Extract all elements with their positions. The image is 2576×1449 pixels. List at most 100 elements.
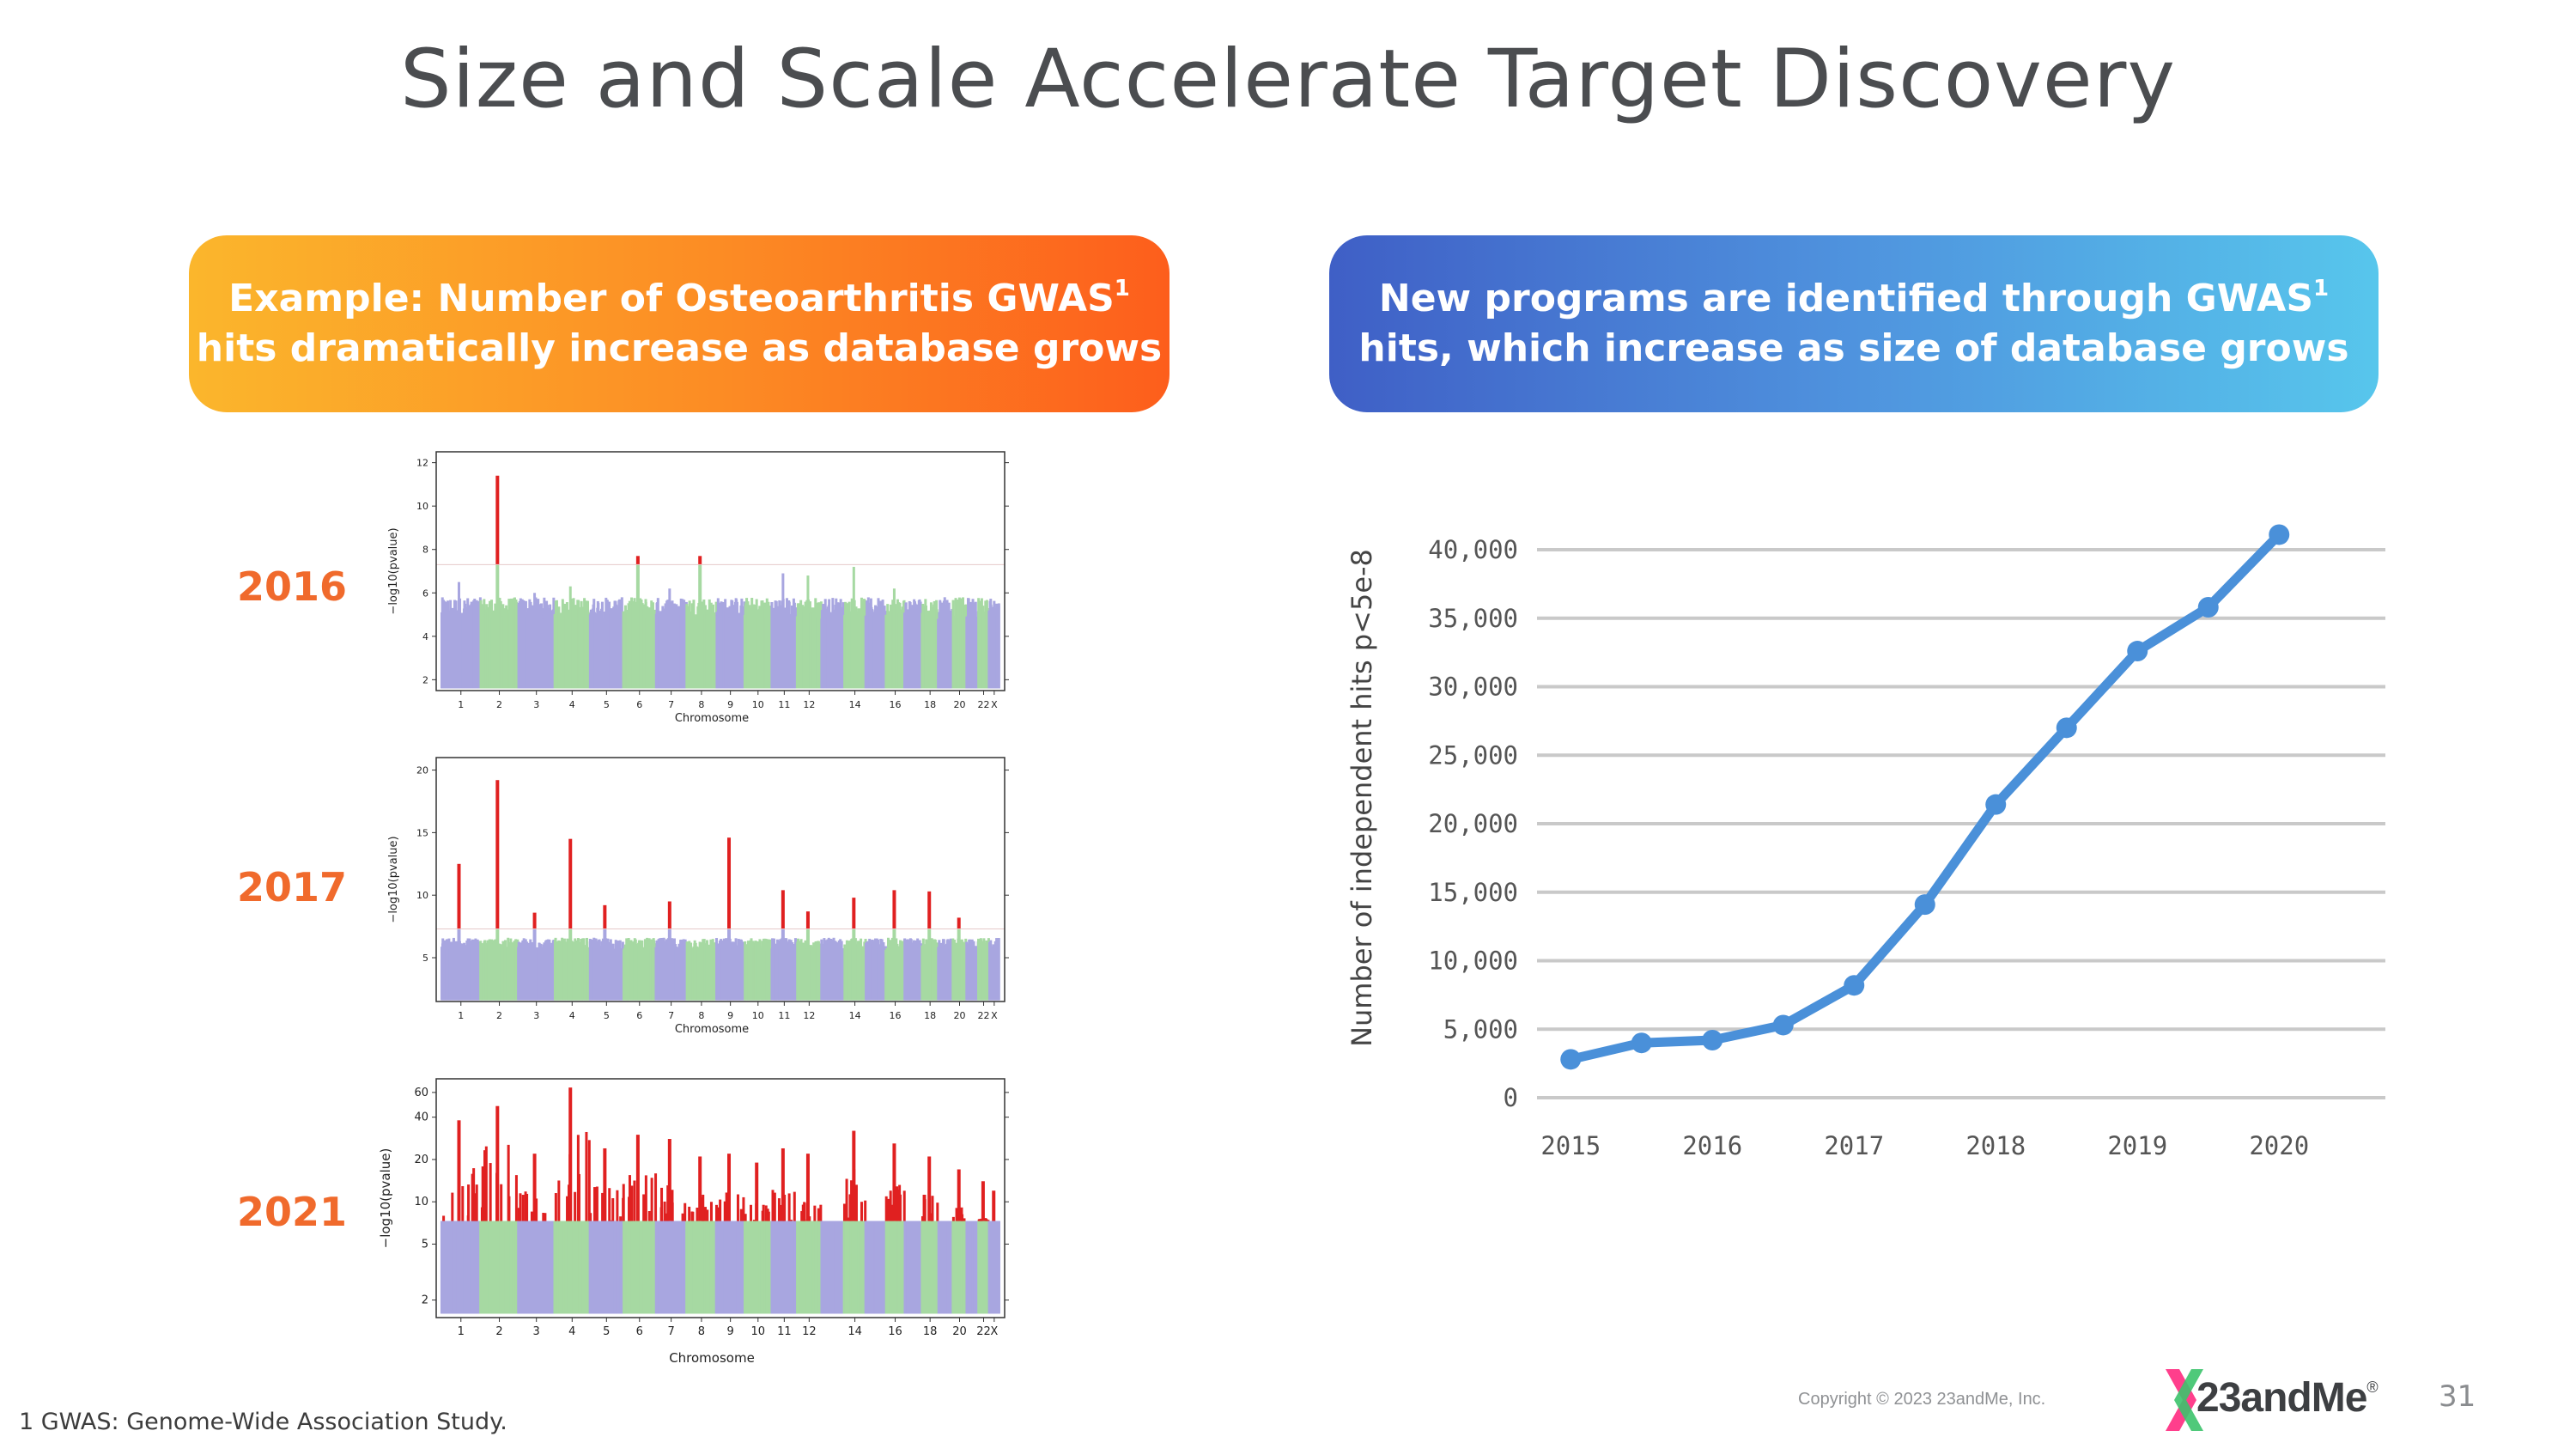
manhattan-point — [860, 1202, 863, 1221]
manhattan-point — [779, 1204, 782, 1221]
manhattan-point — [532, 1154, 537, 1221]
manhattan-point — [611, 1198, 615, 1221]
manhattan-point — [698, 556, 702, 565]
hits-series-line — [1565, 529, 2284, 1064]
manhattan-point — [514, 1175, 518, 1221]
manhattan-point — [566, 1196, 569, 1221]
manhattan-point — [777, 1198, 781, 1221]
manhattan-point — [650, 1178, 653, 1221]
manhattan-point — [489, 1163, 492, 1221]
x-tick-label: 16 — [888, 1325, 902, 1338]
y-tick-label: 0 — [1504, 1083, 1518, 1112]
manhattan-point — [750, 1204, 753, 1221]
banner-right-line2: hits, which increase as size of database… — [1358, 326, 2349, 370]
manhattan-point — [457, 1221, 461, 1314]
manhattan-point — [787, 1193, 791, 1221]
manhattan-point — [927, 1221, 932, 1314]
x-tick-label: 12 — [802, 1325, 817, 1338]
manhattan-point — [726, 1196, 730, 1221]
x-axis-label: Chromosome — [675, 712, 749, 725]
manhattan-point — [723, 1201, 726, 1221]
manhattan-point — [644, 1175, 647, 1221]
manhattan-point — [923, 1194, 927, 1221]
osteoarthritis-banner: Example: Number of Osteoarthritis GWAS1 … — [189, 235, 1170, 412]
manhattan-point — [665, 1213, 669, 1221]
x-tick-label: 10 — [752, 699, 764, 710]
manhattan-point — [642, 1194, 646, 1221]
manhattan-point — [806, 575, 810, 689]
manhattan-point — [668, 588, 671, 689]
x-tick-label: 22 — [978, 1010, 990, 1021]
manhattan-point — [635, 1221, 640, 1314]
manhattan-point — [524, 1191, 527, 1221]
manhattan-point — [783, 1194, 787, 1221]
y-axis-label: −log10(pvalue) — [387, 836, 400, 922]
manhattan-point — [852, 898, 856, 929]
manhattan-point — [755, 1203, 758, 1221]
x-tick-label: 7 — [667, 1325, 674, 1338]
x-tick-label: 1 — [458, 699, 464, 710]
hits-data-point — [1985, 794, 2007, 815]
manhattan-point — [936, 1202, 939, 1221]
hits-data-point — [1702, 1030, 1723, 1051]
manhattan-point — [987, 1220, 990, 1221]
y-tick-label: 4 — [422, 631, 428, 642]
x-tick-label: 3 — [533, 1010, 539, 1021]
manhattan-point — [461, 1185, 465, 1221]
manhattan-point — [892, 890, 896, 929]
manhattan-point — [715, 1204, 719, 1221]
x-tick-label: 5 — [603, 1325, 610, 1338]
y-tick-label: 5 — [422, 953, 428, 964]
manhattan-point — [892, 1208, 896, 1221]
manhattan-point — [635, 556, 640, 565]
x-tick-label: 1 — [458, 1325, 465, 1338]
manhattan-point — [805, 928, 810, 1001]
manhattan-point — [813, 1205, 817, 1221]
x-tick-label: 2019 — [2107, 1131, 2167, 1160]
y-tick-label: 60 — [414, 1087, 428, 1099]
manhattan-point — [500, 1184, 503, 1221]
manhattan-point — [457, 928, 461, 1001]
manhattan-point — [495, 475, 500, 565]
y-tick-label: 20,000 — [1428, 809, 1518, 838]
x-tick-label: 2016 — [1682, 1131, 1742, 1160]
manhattan-point — [928, 1214, 932, 1221]
manhattan-point — [890, 1204, 894, 1221]
x-tick-label: 6 — [636, 1325, 643, 1338]
x-tick-label: 3 — [533, 699, 539, 710]
manhattan-point — [773, 1192, 776, 1221]
x-tick-label: X — [991, 699, 998, 710]
manhattan-point — [603, 1221, 607, 1314]
y-axis-label: Number of independent hits p<5e-8 — [1346, 549, 1378, 1047]
manhattan-point — [762, 1213, 765, 1221]
manhattan-point — [805, 1221, 810, 1314]
banner-left-line2: hits dramatically increase as database g… — [196, 326, 1163, 370]
manhattan-point — [671, 1202, 674, 1221]
manhattan-point — [442, 1215, 446, 1221]
y-tick-label: 25,000 — [1428, 740, 1518, 770]
manhattan-point — [960, 1207, 963, 1221]
manhattan-point — [755, 1221, 759, 1314]
manhattan-point — [495, 928, 500, 1001]
manhattan-point — [542, 1212, 545, 1221]
manhattan-point — [744, 1214, 747, 1221]
manhattan-point — [457, 863, 461, 929]
manhattan-point — [992, 1190, 996, 1221]
manhattan-point — [981, 1181, 985, 1221]
manhattan-point — [892, 928, 896, 1001]
manhattan-point — [848, 1194, 852, 1221]
manhattan-point — [535, 1198, 538, 1221]
y-tick-label: 10 — [416, 501, 428, 512]
manhattan-point — [854, 1184, 858, 1221]
hits-data-point — [1914, 894, 1935, 916]
manhattan-point — [781, 928, 785, 1001]
manhattan-point — [704, 1207, 708, 1221]
manhattan-point — [977, 1219, 981, 1221]
manhattan-point — [628, 1175, 631, 1221]
manhattan-point — [688, 1206, 691, 1221]
x-tick-label: 18 — [924, 1010, 936, 1021]
manhattan-point — [781, 890, 785, 929]
manhattan-point — [755, 1162, 759, 1221]
manhattan-point — [709, 1202, 713, 1221]
manhattan-point — [622, 1184, 625, 1221]
